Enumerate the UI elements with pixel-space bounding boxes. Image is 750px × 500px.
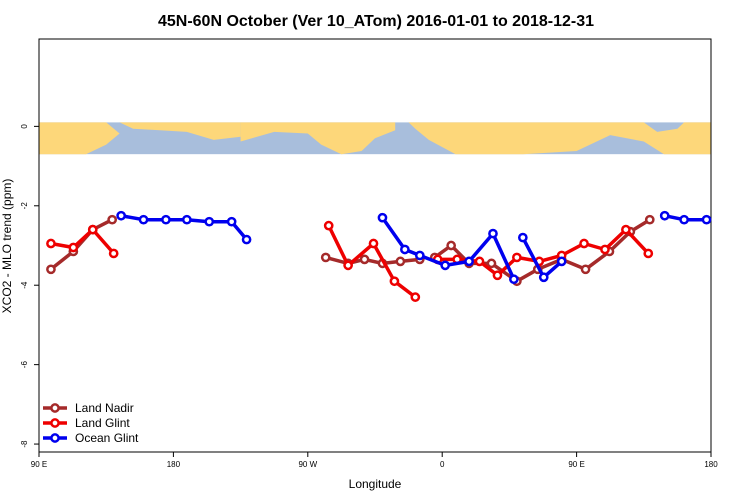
legend-marker-1 bbox=[50, 418, 60, 428]
series-2-point-3-1 bbox=[679, 214, 689, 225]
series-0-point-1-4 bbox=[395, 256, 406, 267]
map-land bbox=[39, 122, 711, 155]
y-tick-label-3: -6 bbox=[20, 361, 29, 369]
map-land-3 bbox=[408, 122, 711, 155]
series-0 bbox=[46, 214, 655, 287]
series-layer bbox=[46, 210, 712, 302]
series-2-point-1-3 bbox=[440, 260, 451, 271]
legend-marker-0 bbox=[50, 403, 60, 413]
x-tick-label-4: 90 E bbox=[568, 460, 584, 469]
series-1-point-0-3 bbox=[108, 248, 119, 259]
series-2 bbox=[116, 210, 712, 285]
series-2-point-2-1 bbox=[538, 272, 549, 283]
series-2-point-0-3 bbox=[181, 214, 192, 225]
x-tick-label-1: 180 bbox=[167, 460, 181, 469]
series-0-point-2-1 bbox=[446, 240, 457, 251]
series-2-point-3-2 bbox=[701, 214, 712, 225]
y-tick-label-1: -2 bbox=[20, 202, 29, 210]
series-1-point-2-7 bbox=[579, 238, 589, 249]
map-land-2 bbox=[240, 122, 396, 155]
series-0-point-0-3 bbox=[107, 214, 118, 225]
series-1-point-2-2 bbox=[474, 256, 485, 267]
series-1-point-1-1 bbox=[343, 260, 353, 271]
series-1-point-1-0 bbox=[323, 220, 334, 231]
series-0-line-1 bbox=[325, 255, 420, 266]
series-2-point-2-2 bbox=[556, 256, 567, 267]
series-0-point-2-10 bbox=[644, 214, 655, 225]
series-1-point-2-4 bbox=[512, 252, 522, 263]
series-0-point-1-0 bbox=[320, 252, 331, 263]
y-tick-label-0: 0 bbox=[20, 124, 29, 129]
map-land-0 bbox=[39, 122, 120, 155]
map-band bbox=[39, 122, 711, 155]
series-1-point-0-1 bbox=[68, 242, 79, 253]
series-2-point-1-0 bbox=[377, 212, 388, 223]
series-2-point-1-4 bbox=[464, 256, 474, 267]
series-1-point-1-2 bbox=[368, 238, 379, 249]
x-tick-label-2: 90 W bbox=[298, 460, 317, 469]
series-0-point-2-3 bbox=[486, 258, 497, 269]
legend-label-2: Ocean Glint bbox=[75, 431, 139, 445]
series-1-point-1-4 bbox=[410, 292, 421, 302]
series-2-point-2-0 bbox=[517, 232, 528, 243]
x-tick-label-0: 90 E bbox=[31, 460, 47, 469]
series-0-point-0-0 bbox=[46, 264, 56, 275]
series-2-point-0-5 bbox=[226, 216, 237, 227]
series-2-point-0-4 bbox=[204, 216, 215, 227]
series-0-point-2-7 bbox=[580, 264, 591, 275]
plot-frame bbox=[38, 38, 712, 453]
series-2-point-1-1 bbox=[400, 244, 410, 255]
series-2-point-1-2 bbox=[414, 250, 425, 261]
x-axis: 90 E 180 90 W 0 90 E 180 bbox=[31, 452, 718, 469]
series-2-point-1-5 bbox=[488, 228, 498, 239]
series-2-point-0-1 bbox=[138, 214, 149, 225]
series-1-point-0-0 bbox=[46, 238, 56, 249]
series-2-point-1-6 bbox=[509, 274, 519, 285]
y-tick-label-4: -8 bbox=[20, 440, 29, 448]
chart-title: 45N-60N October (Ver 10_ATom) 2016-01-01… bbox=[158, 13, 594, 30]
series-1-point-1-3 bbox=[389, 276, 400, 287]
y-axis-label: XCO2 - MLO trend (ppm) bbox=[0, 179, 14, 314]
series-1-point-2-8 bbox=[600, 244, 610, 255]
y-axis: 0 -2 -4 -6 -8 bbox=[20, 124, 39, 448]
series-2-point-3-0 bbox=[659, 210, 670, 221]
legend-label-0: Land Nadir bbox=[75, 401, 134, 415]
y-tick-label-2: -4 bbox=[20, 281, 29, 289]
legend-label-1: Land Glint bbox=[75, 416, 130, 430]
series-1-point-0-2 bbox=[87, 224, 98, 235]
map-land-1 bbox=[119, 122, 241, 140]
legend-marker-2 bbox=[50, 433, 60, 443]
series-2-point-0-6 bbox=[241, 234, 252, 245]
series-1-point-2-3 bbox=[492, 270, 503, 281]
series-0-point-1-2 bbox=[359, 254, 370, 265]
series-2-point-0-2 bbox=[161, 214, 171, 225]
x-tick-label-5: 180 bbox=[704, 460, 718, 469]
x-axis-label: Longitude bbox=[349, 477, 402, 491]
series-1-point-2-9 bbox=[621, 224, 631, 235]
x-tick-label-3: 0 bbox=[440, 460, 445, 469]
series-1-point-2-10 bbox=[643, 248, 654, 259]
series-2-point-0-0 bbox=[116, 210, 126, 221]
series-1-line-0 bbox=[50, 227, 116, 255]
